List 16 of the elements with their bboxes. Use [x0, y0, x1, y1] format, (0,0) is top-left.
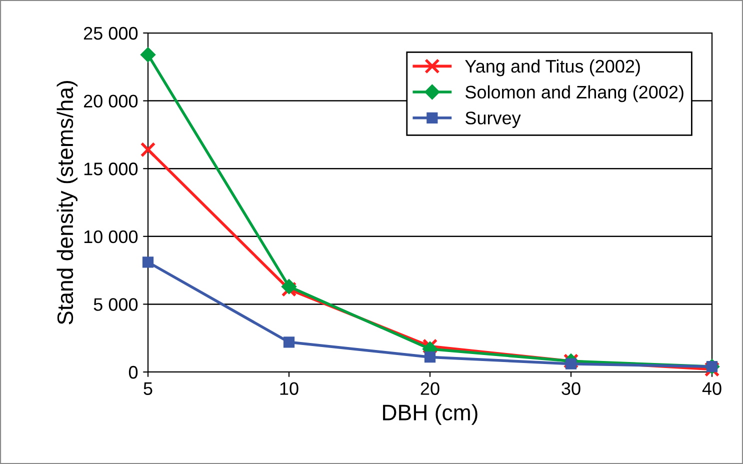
y-tick-label: 25 000 — [84, 26, 138, 40]
y-tick-label: 5 000 — [94, 298, 138, 311]
legend-label: Yang and Titus (2002) — [465, 59, 640, 76]
y-tick-label: 0 — [128, 366, 138, 379]
x-tick-label: 5 — [144, 382, 152, 395]
legend-label: Solomon and Zhang (2002) — [465, 85, 684, 102]
legend-label: Survey — [465, 112, 521, 128]
x-tick-label: 30 — [562, 382, 580, 395]
y-tick-label: 20 000 — [84, 94, 138, 108]
y-axis-title: Stand density (stems/ha) — [56, 80, 78, 324]
x-axis-title: DBH (cm) — [383, 404, 478, 425]
x-tick-label: 40 — [702, 382, 722, 395]
x-tick-label: 20 — [420, 382, 440, 395]
y-tick-label: 10 000 — [84, 230, 138, 244]
y-tick-label: 15 000 — [84, 162, 138, 176]
x-tick-label: 10 — [280, 382, 298, 395]
